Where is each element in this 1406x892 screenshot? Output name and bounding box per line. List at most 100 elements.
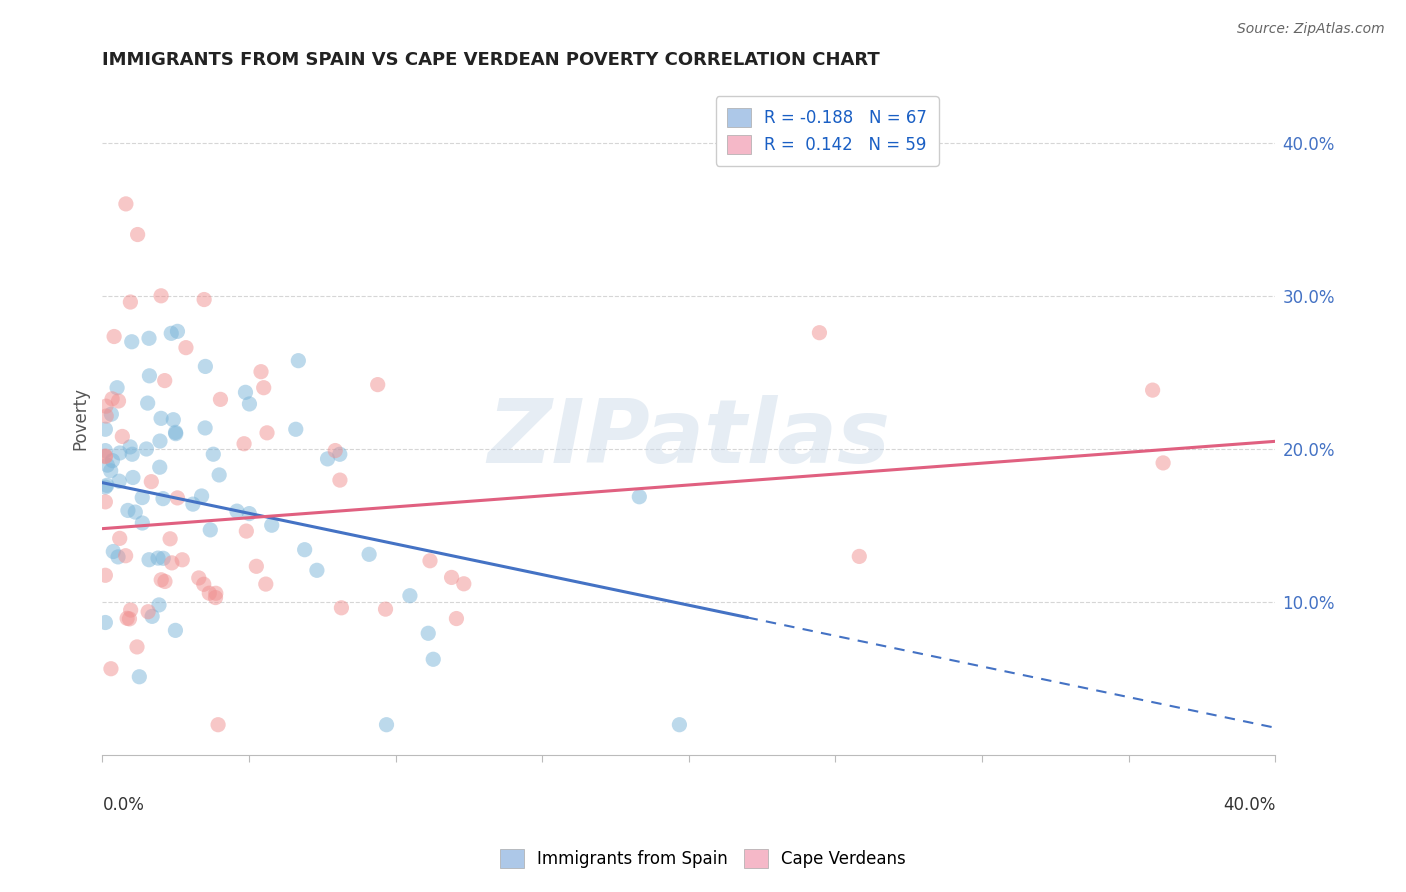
Point (94, 449, 117, 463)
Text: 0.0%: 0.0% (103, 796, 145, 814)
Point (131, 491, 153, 505)
Point (187, 571, 209, 585)
Point (207, 717, 229, 731)
Point (253, 381, 276, 395)
Point (149, 460, 172, 475)
Point (323, 443, 346, 458)
Point (135, 442, 157, 456)
Point (141, 609, 163, 624)
Point (250, 365, 273, 379)
Point (105, 381, 128, 395)
Point (284, 422, 307, 436)
Point (181, 497, 204, 511)
Point (108, 446, 131, 460)
Point (160, 556, 183, 570)
Point (149, 434, 172, 448)
Point (235, 524, 257, 538)
Point (172, 553, 194, 567)
Point (138, 368, 160, 383)
Point (115, 611, 138, 625)
Point (374, 602, 396, 616)
Point (103, 544, 125, 558)
Point (127, 227, 149, 242)
Point (138, 331, 160, 345)
Point (103, 329, 125, 343)
Point (198, 586, 221, 600)
Point (194, 359, 217, 374)
Point (94, 399, 117, 413)
Point (165, 425, 187, 440)
Point (136, 605, 159, 619)
Point (146, 551, 169, 566)
Point (200, 523, 222, 537)
Point (94, 443, 117, 458)
Y-axis label: Poverty: Poverty (72, 387, 89, 450)
Point (453, 576, 475, 591)
Point (166, 491, 188, 505)
Point (204, 586, 226, 600)
Point (128, 670, 150, 684)
Point (111, 429, 134, 443)
Point (108, 532, 131, 546)
Point (120, 603, 142, 617)
Point (94, 450, 117, 464)
Point (159, 532, 181, 546)
Point (121, 334, 143, 349)
Point (204, 591, 226, 605)
Point (150, 289, 173, 303)
Point (138, 552, 160, 566)
Point (190, 489, 212, 503)
Point (375, 717, 398, 731)
Text: ZIPatlas: ZIPatlas (488, 395, 890, 482)
Point (150, 411, 173, 425)
Point (245, 559, 267, 574)
Point (96, 409, 118, 423)
Point (233, 436, 256, 450)
Point (399, 589, 422, 603)
Point (194, 421, 217, 435)
Point (316, 451, 339, 466)
Point (120, 295, 142, 310)
Point (100, 407, 122, 421)
Point (121, 447, 143, 461)
Point (202, 447, 225, 461)
Point (193, 577, 215, 591)
Point (160, 326, 183, 341)
Point (174, 341, 197, 355)
Point (808, 326, 831, 340)
Point (419, 554, 441, 568)
Point (100, 464, 122, 478)
Point (359, 547, 381, 561)
Point (235, 385, 257, 400)
Point (148, 598, 170, 612)
Legend: Immigrants from Spain, Cape Verdeans: Immigrants from Spain, Cape Verdeans (494, 842, 912, 875)
Point (329, 473, 352, 487)
Point (125, 640, 148, 654)
Point (117, 503, 139, 517)
Point (208, 467, 231, 482)
Point (115, 197, 138, 211)
Point (94, 495, 117, 509)
Point (165, 426, 187, 441)
Point (226, 504, 249, 518)
Point (152, 491, 174, 506)
Point (1142, 383, 1164, 397)
Point (256, 425, 278, 440)
Point (96, 458, 118, 472)
Point (330, 600, 353, 615)
Point (440, 570, 463, 584)
Legend: R = -0.188   N = 67, R =  0.142   N = 59: R = -0.188 N = 67, R = 0.142 N = 59 (716, 96, 939, 166)
Point (114, 549, 136, 563)
Point (254, 577, 277, 591)
Point (153, 574, 176, 589)
Point (367, 377, 389, 392)
Point (165, 624, 187, 638)
Point (294, 542, 316, 557)
Point (305, 563, 328, 577)
Point (162, 413, 184, 427)
Point (848, 549, 870, 564)
Point (1152, 456, 1174, 470)
Point (131, 516, 153, 530)
Point (418, 626, 440, 640)
Text: IMMIGRANTS FROM SPAIN VS CAPE VERDEAN POVERTY CORRELATION CHART: IMMIGRANTS FROM SPAIN VS CAPE VERDEAN PO… (103, 51, 880, 69)
